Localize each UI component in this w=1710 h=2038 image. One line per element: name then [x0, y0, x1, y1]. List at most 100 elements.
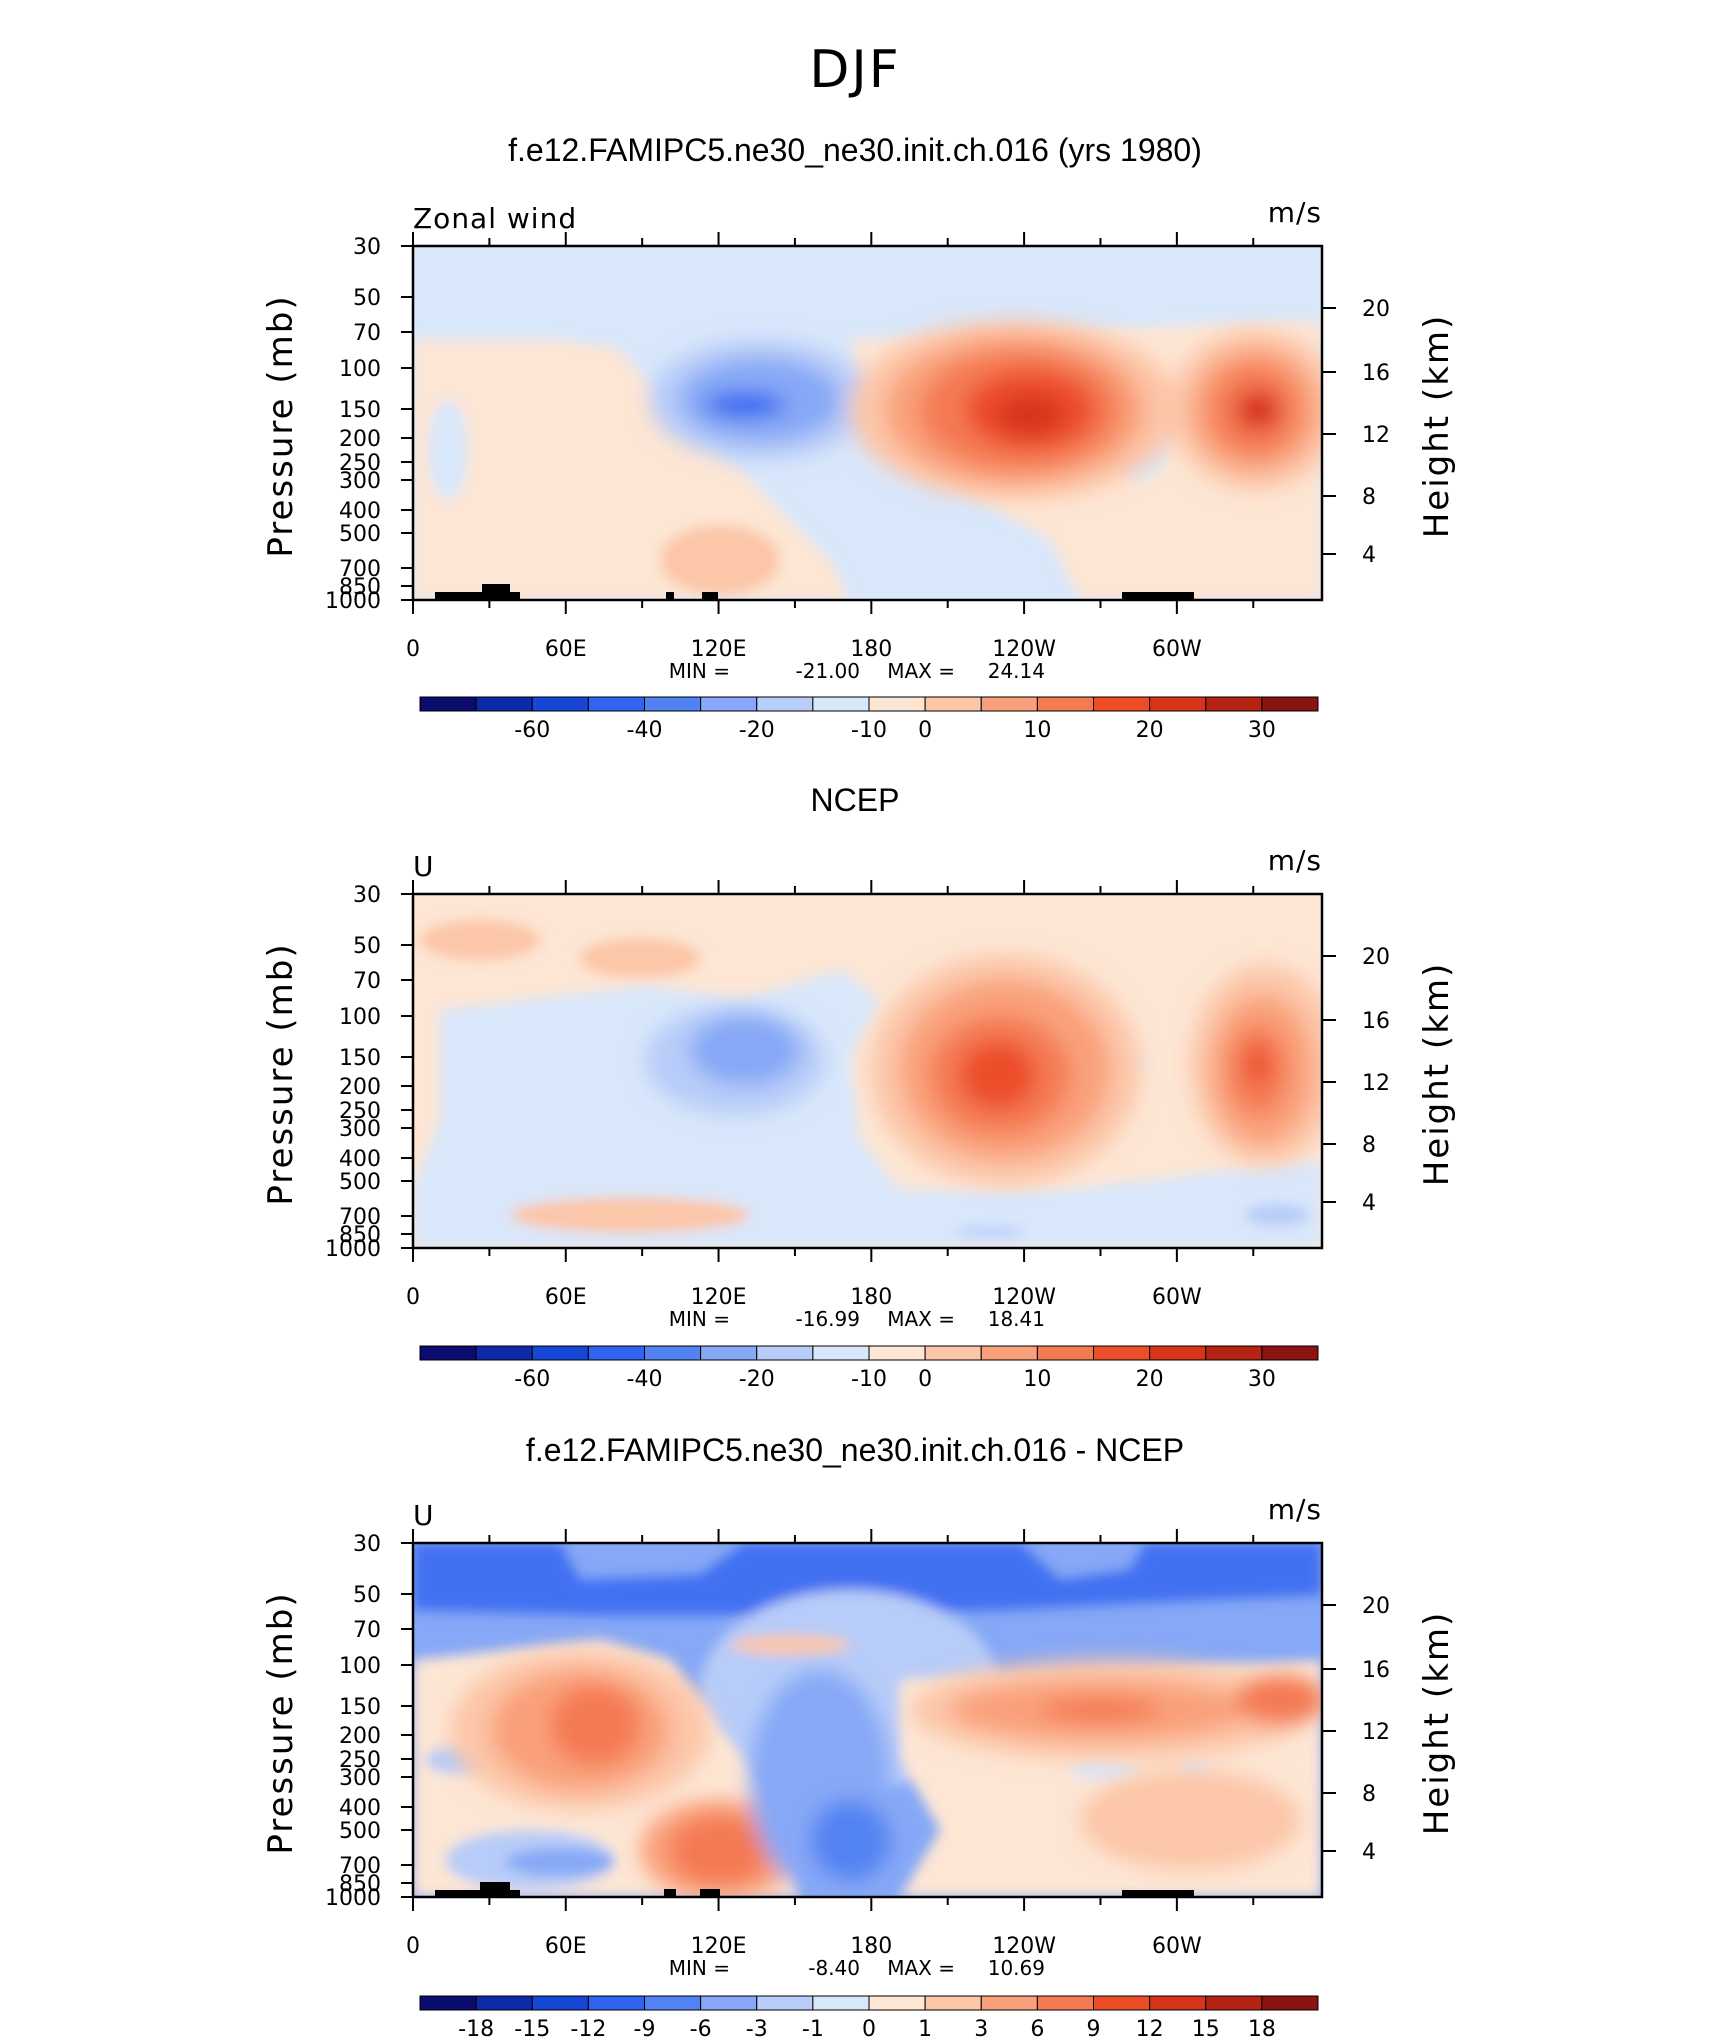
colorbar-label: 30 [1248, 718, 1276, 743]
y-axis-label: Pressure (mb) [261, 294, 301, 557]
colorbar-swatch [531, 1345, 589, 1361]
y-right-tick-label: 16 [1362, 1009, 1390, 1034]
variable-label: Zonal wind [413, 202, 577, 235]
colorbar-label: -60 [514, 718, 550, 743]
colorbar-swatch [1149, 696, 1207, 712]
min-label: MIN = [669, 1956, 730, 1980]
y-tick-label: 70 [353, 969, 381, 994]
x-tick-label: 60W [1152, 1934, 1202, 1959]
y-tick-label: 700 [339, 1205, 381, 1230]
colorbar-label: -10 [851, 1367, 887, 1392]
panel-2-title: f.e12.FAMIPC5.ne30_ne30.init.ch.016 - NC… [525, 1432, 1185, 1468]
y-right-tick-label: 8 [1362, 1133, 1376, 1158]
colorbar-label: 30 [1248, 1367, 1276, 1392]
y-right-tick-label: 20 [1362, 945, 1390, 970]
y-tick-label: 850 [339, 1223, 381, 1248]
y-tick-label: 200 [339, 1075, 381, 1100]
y-right-axis-label: Height (km) [1417, 962, 1457, 1187]
units-label: m/s [1268, 1493, 1322, 1526]
y-axis-label: Pressure (mb) [261, 942, 301, 1205]
x-tick-label: 0 [406, 1934, 420, 1959]
colorbar-label: 12 [1136, 2017, 1164, 2038]
panel-2-field [413, 1543, 1322, 1897]
colorbar-swatch [419, 696, 477, 712]
x-tick-label: 60W [1152, 1285, 1202, 1310]
panel-1-title: NCEP [810, 782, 900, 818]
colorbar-swatch [756, 1345, 814, 1361]
colorbar-swatch [587, 1995, 645, 2011]
y-tick-label: 300 [339, 1117, 381, 1142]
y-tick-label: 1000 [325, 589, 381, 614]
colorbar-swatch [419, 1345, 477, 1361]
y-right-axis-label: Height (km) [1417, 314, 1457, 539]
colorbar-swatch [924, 1345, 982, 1361]
colorbar-label: 10 [1023, 1367, 1051, 1392]
y-tick-label: 150 [339, 398, 381, 423]
y-right-tick-label: 16 [1362, 361, 1390, 386]
colorbar-swatch [1261, 1995, 1319, 2011]
y-tick-label: 100 [339, 357, 381, 382]
colorbar-swatch [1093, 696, 1151, 712]
colorbar-swatch [980, 1995, 1038, 2011]
colorbar-label: 20 [1136, 1367, 1164, 1392]
colorbar-label: -20 [739, 718, 775, 743]
y-right-tick-label: 12 [1362, 423, 1390, 448]
y-tick-label: 500 [339, 522, 381, 547]
y-tick-label: 30 [353, 1532, 381, 1557]
x-tick-label: 60W [1152, 637, 1202, 662]
colorbar-swatch [1149, 1995, 1207, 2011]
y-tick-label: 30 [353, 883, 381, 908]
colorbar-label: -6 [690, 2017, 712, 2038]
colorbar-label: 15 [1192, 2017, 1220, 2038]
y-tick-label: 50 [353, 1583, 381, 1608]
figure-title: DJF [809, 40, 901, 100]
max-label: MAX = [887, 1956, 955, 1980]
min-value: -21.00 [796, 659, 860, 683]
colorbar-label: 0 [918, 718, 932, 743]
plot-frame-1 [411, 892, 1324, 1250]
y-tick-label: 1000 [325, 1237, 381, 1262]
colorbar-label: 18 [1248, 2017, 1276, 2038]
colorbar-swatch [700, 696, 758, 712]
x-tick-label: 120E [691, 637, 747, 662]
y-right-tick-label: 20 [1362, 1594, 1390, 1619]
max-value: 10.69 [988, 1956, 1045, 1980]
colorbar-swatch [587, 696, 645, 712]
y-tick-label: 250 [339, 451, 381, 476]
min-value: -16.99 [796, 1307, 860, 1331]
colorbar-swatch [531, 1995, 589, 2011]
colorbar-swatch [475, 696, 533, 712]
colorbar-swatch [1036, 696, 1094, 712]
colorbar-swatch [1036, 1345, 1094, 1361]
y-right-tick-label: 12 [1362, 1071, 1390, 1096]
y-tick-label: 300 [339, 1766, 381, 1791]
y-tick-label: 1000 [325, 1886, 381, 1911]
colorbar-label: -3 [746, 2017, 768, 2038]
colorbar-swatch [1149, 1345, 1207, 1361]
colorbar-label: -9 [634, 2017, 656, 2038]
axes-layer: 0 60E 120E 180 120W 60W3050701001502002503004… [261, 196, 1457, 2038]
colorbar-swatch [812, 696, 870, 712]
y-right-tick-label: 8 [1362, 485, 1376, 510]
x-tick-label: 0 [406, 1285, 420, 1310]
colorbar-swatch [868, 1345, 926, 1361]
colorbar-swatch [756, 696, 814, 712]
colorbar-label: -1 [802, 2017, 824, 2038]
colorbar-swatch [475, 1995, 533, 2011]
y-right-tick-label: 4 [1362, 1191, 1376, 1216]
colorbar-label: 3 [974, 2017, 988, 2038]
colorbar-swatch [475, 1345, 533, 1361]
x-tick-label: 60E [545, 1285, 587, 1310]
y-tick-label: 400 [339, 499, 381, 524]
y-right-tick-label: 16 [1362, 1658, 1390, 1683]
panel-1-field [413, 894, 1322, 1248]
max-label: MAX = [887, 1307, 955, 1331]
y-tick-label: 500 [339, 1819, 381, 1844]
y-tick-label: 850 [339, 575, 381, 600]
x-tick-label: 60E [545, 637, 587, 662]
units-label: m/s [1268, 844, 1322, 877]
y-tick-label: 150 [339, 1046, 381, 1071]
y-tick-label: 200 [339, 1724, 381, 1749]
max-value: 24.14 [988, 659, 1045, 683]
